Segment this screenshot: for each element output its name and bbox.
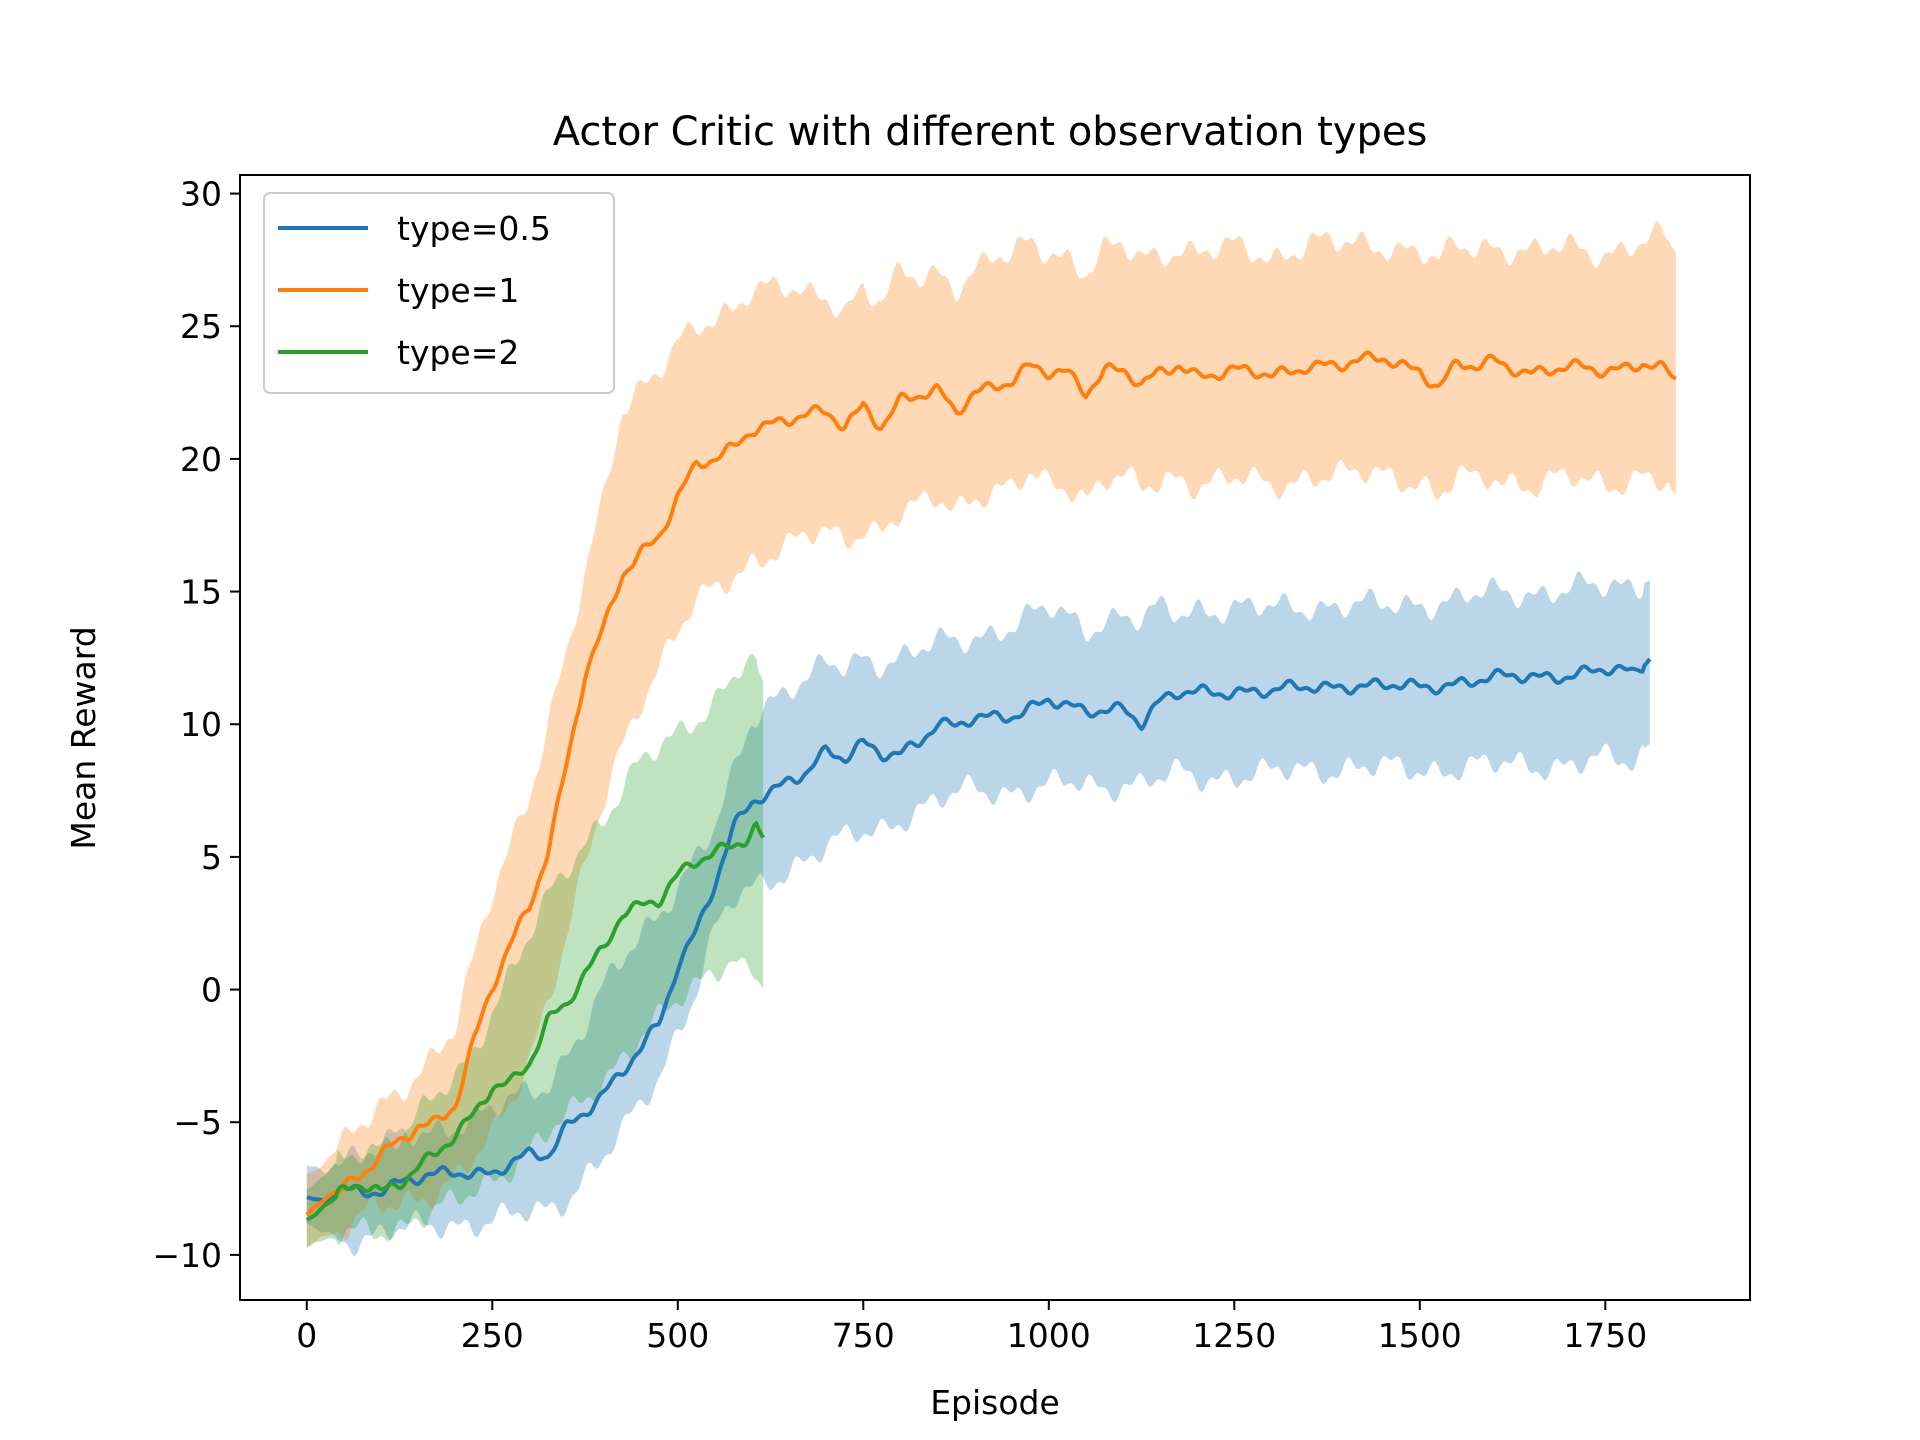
y-axis: −10 −5 0 5 10 15 20 25 30	[152, 175, 240, 1275]
x-axis: 0 250 500 750 1000 1250 1500 1750	[296, 1300, 1647, 1355]
x-tick-label: 1250	[1192, 1316, 1276, 1355]
legend: type=0.5 type=1 type=2	[263, 192, 615, 394]
legend-box	[263, 192, 615, 394]
x-tick-label: 250	[461, 1316, 524, 1355]
x-tick-label: 1000	[1007, 1316, 1091, 1355]
line-type=2	[305, 821, 765, 1222]
y-tick-label: −10	[152, 1236, 222, 1275]
legend-label-type=1: type=1	[397, 271, 519, 310]
band-type=2	[306, 653, 764, 1249]
x-axis-label: Episode	[930, 1383, 1060, 1422]
y-tick-label: 0	[201, 971, 222, 1010]
y-tick-label: −5	[173, 1103, 222, 1142]
y-axis-label: Mean Reward	[64, 626, 103, 849]
x-tick-label: 750	[832, 1316, 895, 1355]
legend-label-type=0.5: type=0.5	[397, 209, 551, 248]
series-lines	[305, 350, 1677, 1222]
line-type=0.5	[306, 657, 1652, 1203]
y-tick-label: 15	[180, 573, 222, 612]
y-tick-label: 30	[180, 175, 222, 214]
confidence-bands	[306, 221, 1676, 1256]
y-tick-label: 5	[201, 838, 222, 877]
x-tick-label: 1750	[1563, 1316, 1647, 1355]
x-tick-label: 1500	[1378, 1316, 1462, 1355]
y-tick-label: 10	[180, 705, 222, 744]
x-tick-label: 0	[296, 1316, 317, 1355]
x-tick-label: 500	[646, 1316, 709, 1355]
chart-title: Actor Critic with different observation …	[553, 109, 1428, 155]
y-tick-label: 20	[180, 440, 222, 479]
legend-label-type=2: type=2	[397, 333, 519, 372]
plot-frame	[239, 174, 1751, 1301]
band-type=0.5	[306, 571, 1650, 1256]
band-type=1	[306, 221, 1676, 1247]
line-type=1	[305, 350, 1677, 1217]
y-tick-label: 25	[180, 307, 222, 346]
